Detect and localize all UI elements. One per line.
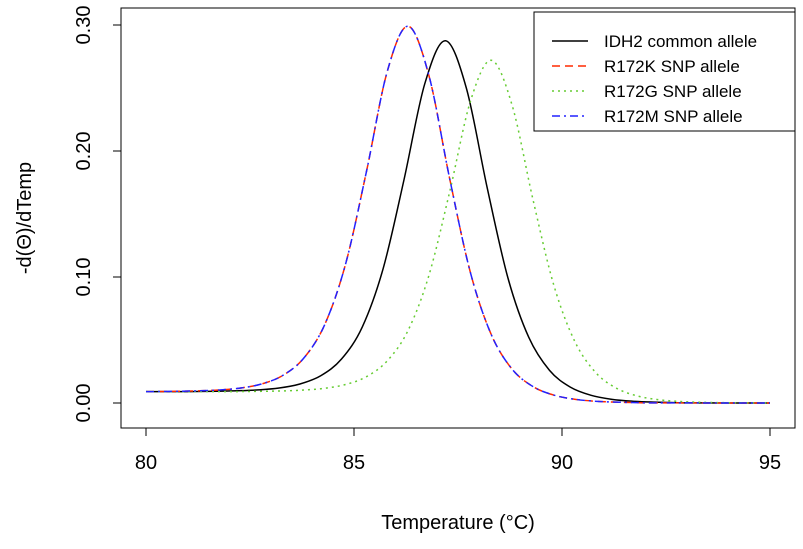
y-tick-label: 0.30 <box>73 6 95 45</box>
series-line-r172m-snp-allele <box>145 25 771 404</box>
x-tick-label: 90 <box>551 452 573 474</box>
y-axis: 0.00 0.10 0.20 0.30 <box>73 6 122 423</box>
legend-box <box>533 11 796 132</box>
x-axis: 80 85 90 95 <box>135 427 781 474</box>
y-tick-label: 0.20 <box>73 132 95 171</box>
legend-label-r172g-snp-allele: R172G SNP allele <box>604 82 742 101</box>
series-line-r172g-snp-allele <box>145 59 771 404</box>
legend: IDH2 common allele R172K SNP allele R172G … <box>533 11 796 132</box>
series-line-idh2-common-allele <box>145 40 771 404</box>
y-tick-label: 0.00 <box>73 384 95 423</box>
x-tick-label: 80 <box>135 452 157 474</box>
legend-label-idh2-common-allele: IDH2 common allele <box>604 32 757 51</box>
y-axis-label: -d(Θ)/dTemp <box>14 162 36 274</box>
legend-label-r172m-snp-allele: R172M SNP allele <box>604 107 743 126</box>
y-tick-label: 0.10 <box>73 258 95 297</box>
x-tick-label: 85 <box>343 452 365 474</box>
x-axis-label: Temperature (°C) <box>381 512 535 534</box>
legend-label-r172k-snp-allele: R172K SNP allele <box>604 57 740 76</box>
series-lines <box>145 25 771 404</box>
x-tick-label: 95 <box>759 452 781 474</box>
